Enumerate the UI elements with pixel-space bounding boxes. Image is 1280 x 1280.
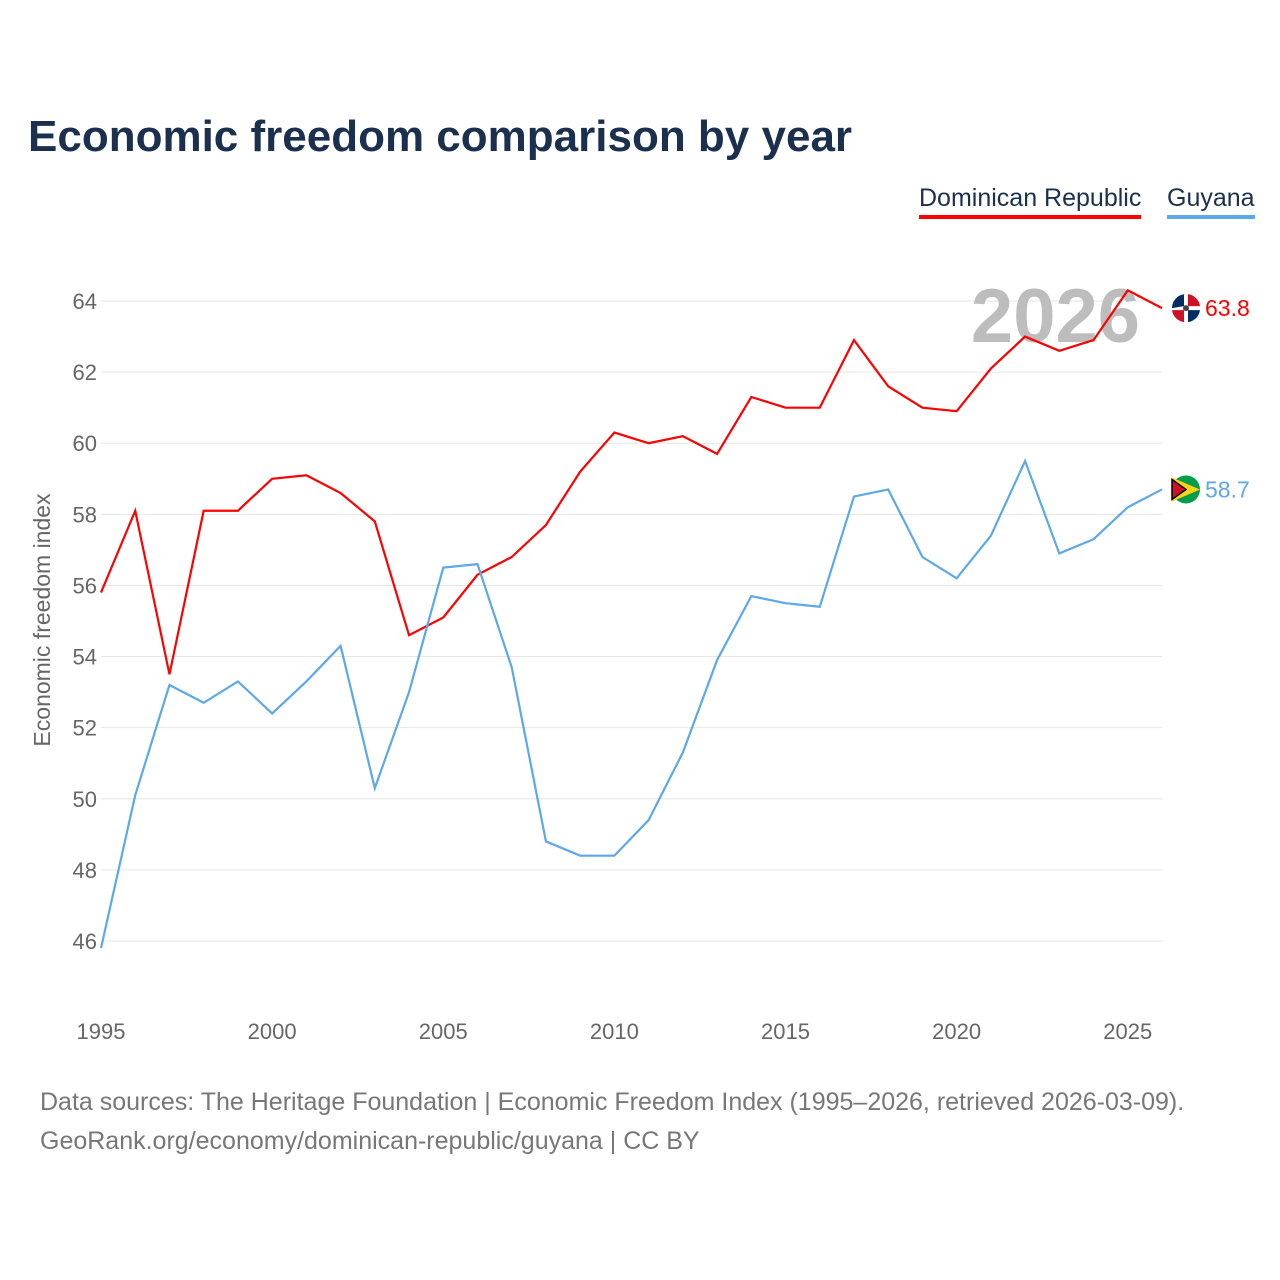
y-tick-label: 50	[73, 787, 97, 812]
y-tick-label: 54	[73, 645, 97, 670]
legend-guyana[interactable]: Guyana	[1167, 184, 1255, 219]
flag-icon	[1171, 475, 1200, 504]
chart-title: Economic freedom comparison by year	[28, 112, 853, 161]
legend-dominican-republic[interactable]: Dominican Republic	[919, 184, 1142, 219]
x-tick-label: 2010	[590, 1019, 639, 1044]
y-tick-label: 48	[73, 858, 97, 883]
y-tick-label: 52	[73, 716, 97, 741]
x-tick-label: 2000	[248, 1019, 297, 1044]
x-tick-label: 2015	[761, 1019, 810, 1044]
y-tick-label: 46	[73, 929, 97, 954]
footer-sources: Data sources: The Heritage Foundation | …	[40, 1088, 1185, 1116]
y-tick-label: 62	[73, 360, 97, 385]
year-watermark: 2026	[971, 274, 1140, 359]
series-line-dominican-republic	[99, 288, 1163, 675]
x-tick-label: 2005	[419, 1019, 468, 1044]
end-value-label: 63.8	[1205, 295, 1250, 321]
y-tick-label: 60	[73, 431, 97, 456]
footer-credit: GeoRank.org/economy/dominican-republic/g…	[40, 1127, 700, 1155]
x-tick-label: 2020	[932, 1019, 981, 1044]
y-tick-label: 56	[73, 573, 97, 598]
y-tick-label: 58	[73, 502, 97, 527]
x-tick-label: 2025	[1103, 1019, 1152, 1044]
y-axis-label: Economic freedom index	[29, 493, 55, 747]
line-chart: 46 48 50 52 54 56 58 60 62 64 1995 2000 2005 2010 2015…	[29, 274, 1250, 1044]
flag-icon	[1172, 294, 1200, 323]
series-line-guyana	[99, 458, 1163, 949]
end-value-label: 58.7	[1205, 476, 1250, 502]
y-tick-label: 64	[73, 289, 97, 314]
x-tick-label: 1995	[77, 1019, 126, 1044]
